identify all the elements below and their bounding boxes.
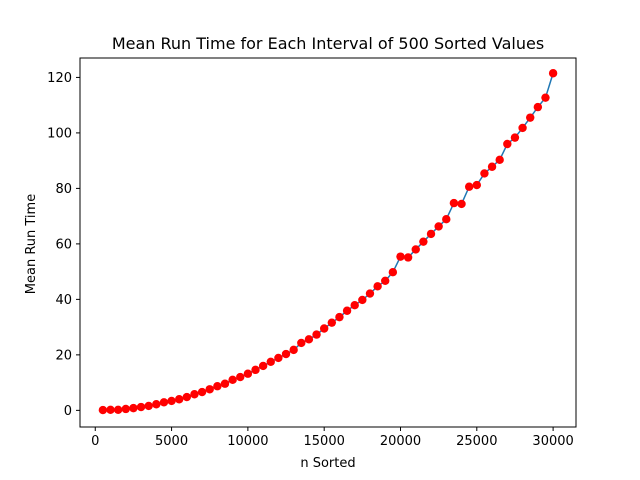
data-point xyxy=(373,282,382,291)
data-point xyxy=(350,301,359,310)
data-point xyxy=(297,338,306,348)
series-line-0 xyxy=(102,73,554,411)
data-point xyxy=(98,405,108,415)
data-point xyxy=(121,404,130,414)
data-point xyxy=(342,306,352,315)
data-point xyxy=(442,214,451,224)
data-point xyxy=(464,182,474,191)
data-point xyxy=(426,229,436,239)
data-point xyxy=(266,357,275,366)
data-point xyxy=(304,335,314,344)
data-point xyxy=(136,402,146,412)
data-point xyxy=(327,318,337,327)
data-point xyxy=(167,396,176,406)
data-point xyxy=(403,253,413,262)
data-point xyxy=(335,312,344,322)
data-point xyxy=(480,169,489,178)
y-tick-label: 120 xyxy=(47,71,72,86)
data-point xyxy=(434,222,443,231)
data-point xyxy=(197,387,207,397)
plot-frame xyxy=(79,57,577,428)
data-point xyxy=(411,245,420,254)
data-point xyxy=(251,365,260,375)
y-tick-label: 60 xyxy=(55,237,72,252)
data-point xyxy=(220,379,230,388)
data-point xyxy=(159,398,169,407)
data-point xyxy=(228,375,237,385)
data-point xyxy=(358,295,367,305)
data-point xyxy=(533,102,543,112)
data-point xyxy=(388,267,398,277)
y-axis-label: Mean Run Time xyxy=(24,194,39,294)
series-layer xyxy=(98,69,558,415)
data-point xyxy=(449,198,459,208)
data-point xyxy=(236,372,245,382)
data-point xyxy=(258,361,268,371)
data-point xyxy=(213,382,222,391)
data-point xyxy=(129,403,138,413)
data-point xyxy=(457,199,466,209)
data-point xyxy=(182,392,192,402)
x-tick-label: 30000 xyxy=(532,434,573,449)
x-tick-label: 15000 xyxy=(304,434,345,449)
data-point xyxy=(548,69,558,78)
data-point xyxy=(152,400,161,409)
chart-title: Mean Run Time for Each Interval of 500 S… xyxy=(112,34,544,53)
x-tick-label: 10000 xyxy=(227,434,268,449)
data-point xyxy=(175,395,184,404)
data-point xyxy=(144,401,153,411)
data-point xyxy=(518,123,527,133)
data-point xyxy=(319,324,329,333)
data-point xyxy=(205,385,214,394)
data-point xyxy=(495,155,504,165)
data-point xyxy=(190,390,199,399)
data-point xyxy=(510,133,520,142)
x-axis-label: n Sorted xyxy=(300,456,355,471)
data-point xyxy=(243,369,253,378)
x-tick-label: 0 xyxy=(91,434,99,449)
y-tick-label: 40 xyxy=(55,293,72,308)
data-point xyxy=(503,139,512,149)
data-point xyxy=(365,289,375,298)
data-point xyxy=(281,349,291,359)
plot-area: 0 5000 10000 15000 20000 25000 30000 0 20 40 60 80 1… xyxy=(47,57,577,449)
y-tick-label: 100 xyxy=(47,126,72,141)
y-tick-label: 20 xyxy=(55,348,72,363)
data-point xyxy=(106,405,115,414)
data-point xyxy=(113,405,123,414)
y-tick-label: 80 xyxy=(55,182,72,197)
data-point xyxy=(396,252,405,261)
data-point xyxy=(541,93,550,102)
data-point xyxy=(526,113,535,122)
data-point xyxy=(274,353,283,363)
x-tick-label: 20000 xyxy=(380,434,421,449)
data-point xyxy=(419,237,428,246)
data-point xyxy=(381,276,390,285)
data-point xyxy=(312,330,321,339)
data-point xyxy=(487,162,497,171)
data-point xyxy=(289,345,298,355)
axes-layer: 0 5000 10000 15000 20000 25000 30000 0 20 40 60 80 1… xyxy=(47,57,577,449)
y-tick-label: 0 xyxy=(64,404,72,419)
x-tick-label: 25000 xyxy=(456,434,497,449)
data-point xyxy=(472,180,481,190)
x-tick-label: 5000 xyxy=(155,434,188,449)
